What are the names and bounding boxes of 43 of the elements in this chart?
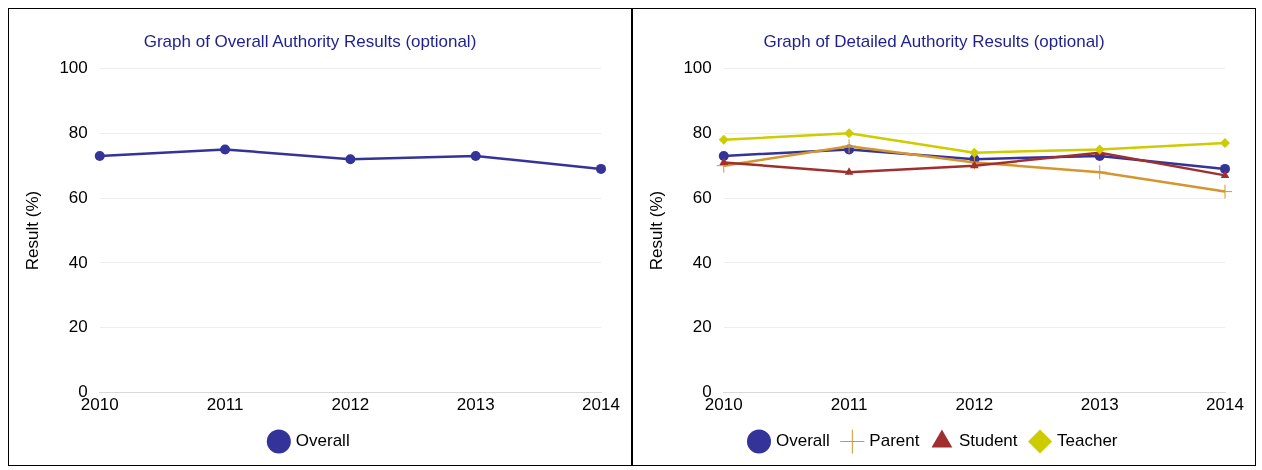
point: [970, 160, 979, 169]
x-tick-label: 2011: [206, 395, 244, 415]
point: [220, 144, 231, 155]
x-tick-label: 2013: [1080, 395, 1119, 415]
chart-title: Graph of Detailed Authority Results (optional): [763, 31, 1105, 51]
legend-label: Overall: [775, 431, 830, 451]
y-tick-label: 20: [692, 317, 712, 337]
y-tick-label: 20: [68, 317, 88, 337]
x-tick-label: 2014: [1206, 395, 1244, 415]
y-tick-label: 80: [68, 122, 88, 142]
point: [1217, 184, 1233, 200]
point: [841, 138, 857, 154]
point: [1220, 137, 1230, 148]
x-tick-label: 2012: [331, 395, 370, 415]
y-tick-label: 60: [692, 187, 712, 207]
y-axis-title: Result (%): [22, 190, 42, 271]
y-tick-label: 80: [692, 122, 712, 142]
x-tick-label: 2012: [955, 395, 994, 415]
x-tick-label: 2013: [456, 395, 495, 415]
point: [470, 150, 481, 161]
y-tick-label: 40: [692, 252, 712, 272]
x-tick-label: 2014: [582, 395, 620, 415]
y-tick-label: 60: [68, 187, 88, 207]
y-tick-label: 100: [683, 58, 712, 78]
legend-label: Overall: [295, 431, 350, 451]
chart-title: Graph of Overall Authority Results (optional): [143, 31, 477, 51]
point: [844, 128, 855, 139]
point: [94, 150, 105, 161]
point: [718, 150, 729, 161]
point: [969, 147, 980, 158]
point: [596, 163, 606, 174]
x-tick-label: 2011: [830, 395, 868, 415]
y-tick-label: 40: [68, 252, 88, 272]
y-tick-label: 100: [59, 58, 88, 78]
point: [345, 154, 356, 165]
point: [1220, 170, 1230, 178]
y-axis-title: Result (%): [646, 190, 666, 271]
legend-label: Parent: [869, 431, 920, 451]
legend-label: Teacher: [1057, 431, 1118, 451]
point: [718, 134, 729, 145]
point: [719, 157, 729, 165]
point: [844, 167, 854, 175]
legend-label: Student: [958, 431, 1018, 451]
